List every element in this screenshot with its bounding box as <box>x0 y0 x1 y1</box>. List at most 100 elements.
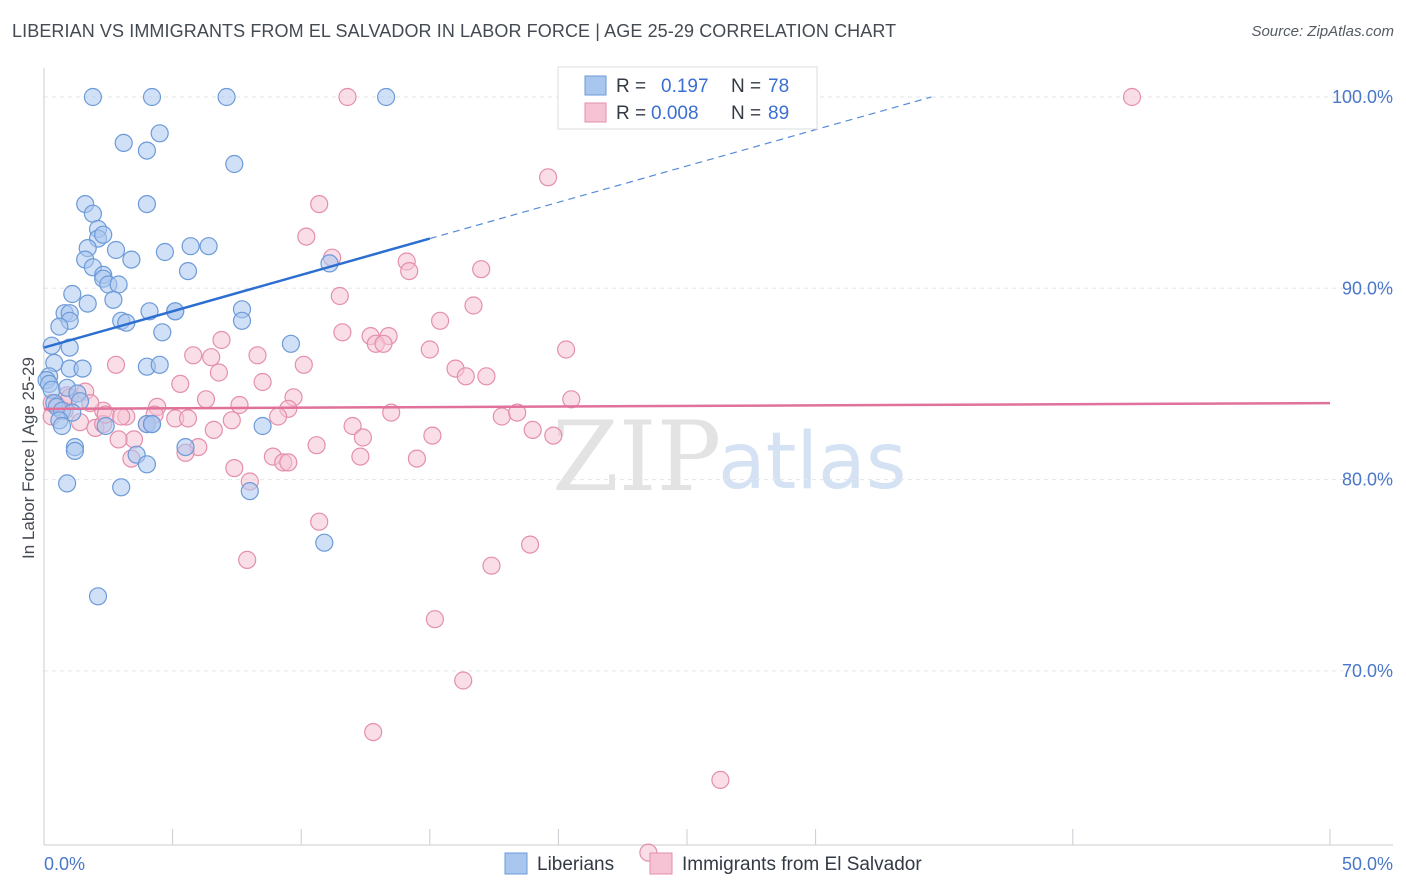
stats-legend: R = 0.197 N = 78 R = 0.008 N = 89 <box>557 66 818 130</box>
liberians-point <box>122 250 141 269</box>
elsalvador-point <box>351 447 370 466</box>
elsalvador-point <box>420 340 439 359</box>
legend-n-label-liberians: N = <box>731 76 761 97</box>
elsalvador-point <box>178 409 198 428</box>
liberians-point <box>142 415 162 434</box>
liberians-point <box>137 455 156 474</box>
elsalvador-point <box>230 395 249 415</box>
series-legend: Liberians Immigrants from El Salvador <box>504 852 922 875</box>
x-tick-label-min: 0.0% <box>44 854 85 874</box>
liberians-point <box>240 482 259 501</box>
source-credit: Source: ZipAtlas.com <box>1251 23 1394 40</box>
elsalvador-point <box>454 671 473 690</box>
liberians-point <box>52 416 72 436</box>
elsalvador-point <box>423 426 442 445</box>
elsalvador-point <box>343 416 362 436</box>
legend-r-label-elsalvador: R = <box>616 103 646 124</box>
y-tick-label: 70.0% <box>1342 661 1393 681</box>
legend-n-label-elsalvador: N = <box>731 103 761 124</box>
y-tick-label: 80.0% <box>1342 470 1393 490</box>
liberians-point <box>315 533 334 552</box>
chart-title: LIBERIAN VS IMMIGRANTS FROM EL SALVADOR … <box>12 21 897 41</box>
elsalvador-point <box>407 449 426 468</box>
trend-line-liberians-extrapolated <box>429 96 932 240</box>
trend-lines <box>43 96 1331 411</box>
elsalvador-point <box>238 550 257 570</box>
y-axis-title: In Labor Force | Age 25-29 <box>19 357 38 559</box>
liberians-point <box>150 124 169 143</box>
liberians-point <box>225 154 244 174</box>
elsalvador-point <box>184 346 203 365</box>
liberians-point <box>178 262 198 281</box>
liberians-point <box>106 240 126 260</box>
elsalvador-point <box>508 403 527 422</box>
elsalvador-point <box>492 407 511 426</box>
elsalvador-point <box>253 372 272 392</box>
series-legend-swatch-liberians <box>504 852 528 875</box>
series-legend-label-liberians: Liberians <box>537 854 614 875</box>
elsalvador-point <box>364 722 383 742</box>
legend-r-value-liberians: 0.197 <box>661 76 709 97</box>
elsalvador-point <box>204 420 223 439</box>
legend-swatch-liberians <box>584 75 607 96</box>
liberians-point <box>96 416 115 436</box>
liberians-point <box>253 416 272 436</box>
liberians-points <box>37 87 396 606</box>
watermark-zip: ZIP <box>552 401 721 513</box>
liberians-point <box>83 204 103 223</box>
series-legend-swatch-elsalvador <box>649 852 673 875</box>
elsalvador-point <box>464 296 483 315</box>
elsalvador-point <box>374 334 393 353</box>
liberians-point <box>150 355 169 374</box>
elsalvador-points <box>42 87 1142 862</box>
liberians-point <box>83 87 103 107</box>
watermark: ZIP atlas <box>552 401 907 513</box>
elsalvador-point <box>425 610 444 629</box>
liberians-point <box>112 478 131 497</box>
elsalvador-point <box>520 535 540 554</box>
elsalvador-point <box>330 286 349 306</box>
legend-r-value-elsalvador: 0.008 <box>651 103 699 124</box>
elsalvador-point <box>279 453 298 472</box>
elsalvador-point <box>106 355 126 374</box>
series-legend-label-elsalvador: Immigrants from El Salvador <box>682 854 922 875</box>
elsalvador-point <box>109 430 128 449</box>
liberians-point <box>104 290 123 309</box>
elsalvador-point <box>523 420 542 439</box>
liberians-point <box>232 311 252 330</box>
elsalvador-point <box>711 770 730 790</box>
elsalvador-point <box>310 512 329 531</box>
axes <box>43 68 1393 846</box>
liberians-point <box>181 237 200 256</box>
y-tick-label: 100.0% <box>1332 87 1393 107</box>
elsalvador-point <box>269 407 288 426</box>
liberians-point <box>155 242 174 262</box>
elsalvador-point <box>196 390 216 409</box>
elsalvador-point <box>538 168 558 187</box>
liberians-point <box>88 587 108 606</box>
elsalvador-point <box>171 374 190 393</box>
legend-n-value-liberians: 78 <box>768 76 789 97</box>
elsalvador-point <box>248 346 267 365</box>
elsalvador-point <box>212 330 231 350</box>
liberians-point <box>377 87 396 107</box>
elsalvador-point <box>225 459 244 478</box>
elsalvador-point <box>310 195 329 214</box>
liberians-point <box>137 141 156 160</box>
liberians-point <box>176 438 195 457</box>
elsalvador-point <box>1122 87 1142 107</box>
elsalvador-point <box>124 430 144 449</box>
liberians-point <box>63 284 82 304</box>
elsalvador-point <box>222 411 241 430</box>
trend-line-elsalvador <box>43 401 1331 411</box>
liberians-point <box>153 323 172 342</box>
elsalvador-point <box>562 390 581 409</box>
liberians-point <box>57 474 77 493</box>
elsalvador-point <box>556 340 576 359</box>
watermark-atlas: atlas <box>718 417 907 507</box>
y-tick-labels: 70.0% 80.0% 90.0% 100.0% <box>1332 87 1393 681</box>
elsalvador-point <box>297 227 316 246</box>
liberians-point <box>281 334 300 353</box>
elsalvador-point <box>112 407 131 426</box>
